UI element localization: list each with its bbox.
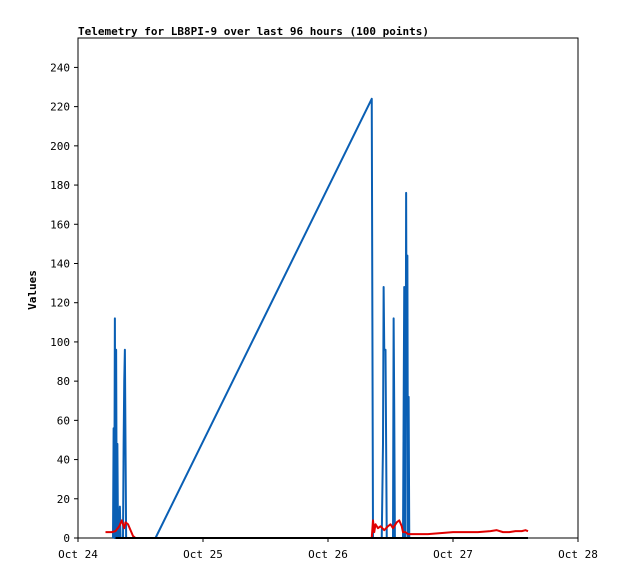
y-tick-label: 180 <box>50 179 70 192</box>
y-tick-label: 0 <box>63 532 70 545</box>
y-tick-label: 60 <box>57 414 70 427</box>
series-line-1 <box>105 519 529 539</box>
y-tick-label: 80 <box>57 375 70 388</box>
y-axis-title: Values <box>26 270 39 310</box>
x-axis: Oct 24 Oct 25 Oct 26 Oct 27 Oct 28 <box>58 538 598 561</box>
y-tick-label: 20 <box>57 493 70 506</box>
y-tick-label: 200 <box>50 140 70 153</box>
x-tick-label: Oct 26 <box>308 548 348 561</box>
y-tick-label: 40 <box>57 454 70 467</box>
y-tick-label: 220 <box>50 101 70 114</box>
x-tick-label: Oct 27 <box>433 548 473 561</box>
y-tick-label: 120 <box>50 297 70 310</box>
series-layer <box>105 97 529 539</box>
y-tick-label: 100 <box>50 336 70 349</box>
y-axis: 0 20 40 60 80 100 120 140 160 180 200 220 240 <box>50 61 78 545</box>
x-tick-label: Oct 24 <box>58 548 98 561</box>
y-tick-label: 240 <box>50 61 70 74</box>
plot-area <box>77 37 579 539</box>
y-tick-label: 160 <box>50 218 70 231</box>
chart-title: Telemetry for LB8PI-9 over last 96 hours… <box>78 25 429 38</box>
y-tick-label: 140 <box>50 257 70 270</box>
x-tick-label: Oct 28 <box>558 548 598 561</box>
series-line-0 <box>112 97 411 539</box>
x-tick-label: Oct 25 <box>183 548 223 561</box>
